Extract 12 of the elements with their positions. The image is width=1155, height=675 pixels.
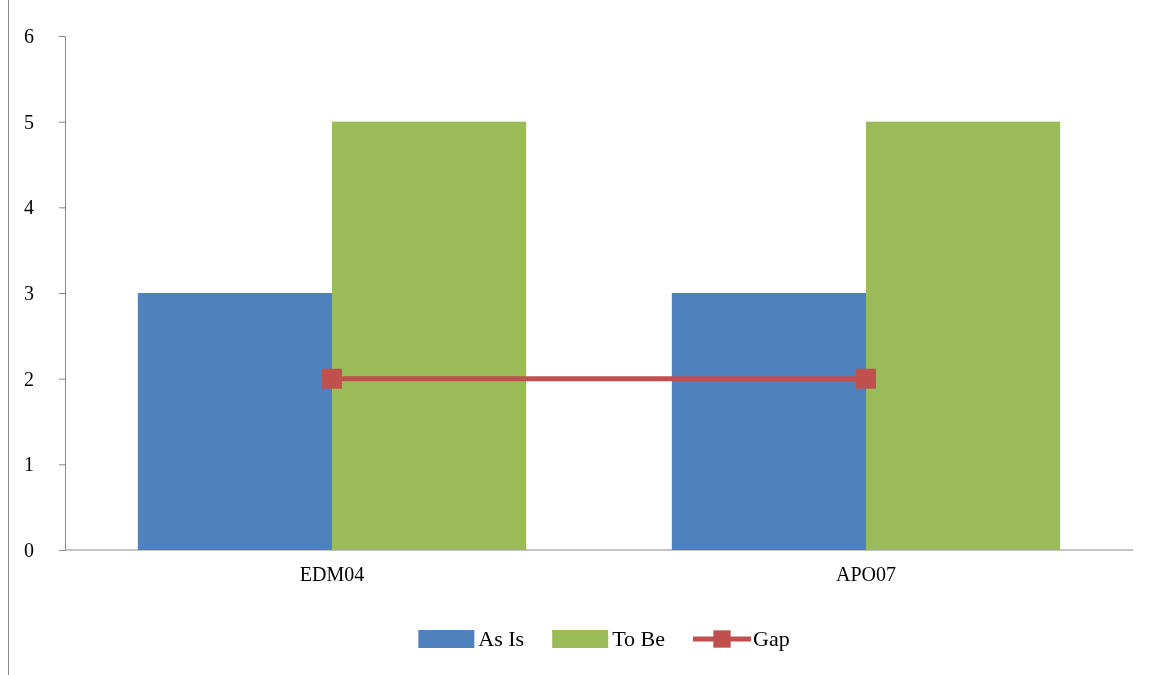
y-tick-label: 2 (24, 367, 34, 390)
y-tick-label: 3 (24, 281, 34, 304)
legend-label: As Is (478, 626, 525, 651)
x-tick-label: EDM04 (299, 563, 365, 585)
legend-label: To Be (612, 626, 666, 651)
x-tick-label: APO07 (835, 563, 896, 585)
y-tick-label: 5 (24, 110, 34, 133)
y-tick-label: 4 (24, 196, 34, 219)
y-tick-label: 6 (24, 24, 34, 47)
legend-label: Gap (753, 626, 790, 651)
y-tick-label: 0 (24, 538, 34, 561)
y-tick-label: 1 (24, 453, 34, 476)
